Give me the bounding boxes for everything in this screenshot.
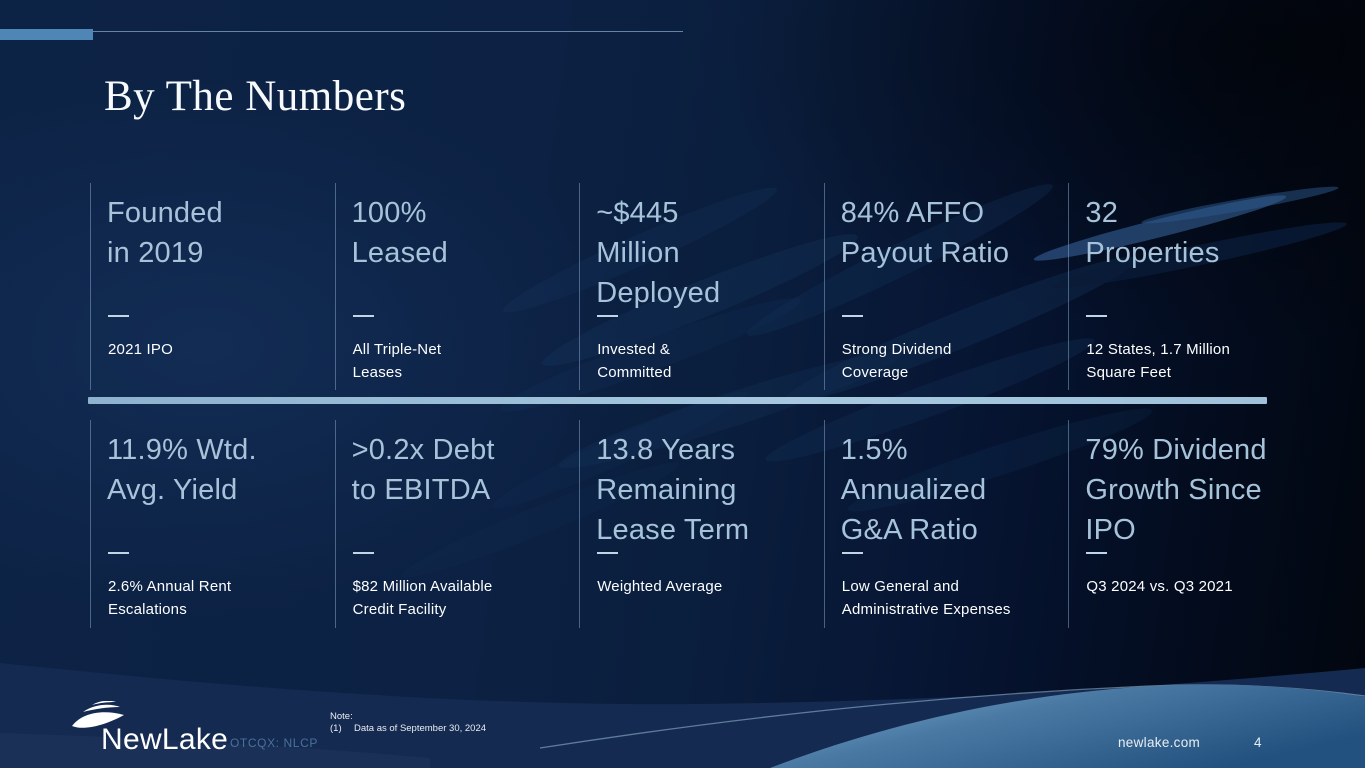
stat-leased: 100% Leased All Triple-Net Leases bbox=[334, 183, 580, 390]
footnote: Note: (1) Data as of September 30, 2024 bbox=[330, 711, 486, 735]
newlake-wave-icon bbox=[72, 701, 124, 728]
stat-dash bbox=[352, 552, 374, 554]
footnote-text: Data as of September 30, 2024 bbox=[354, 723, 487, 734]
stat-sub-label: Low General and Administrative Expenses bbox=[841, 578, 1011, 618]
page-number: 4 bbox=[1254, 735, 1262, 750]
stat-dash bbox=[108, 552, 129, 554]
stat-heading: Founded in 2019 bbox=[107, 197, 223, 269]
stat-sub-label: Q3 2024 vs. Q3 2021 bbox=[1086, 578, 1233, 595]
stat-wtd-avg-yield: 11.9% Wtd. Avg. Yield 2.6% Annual Rent E… bbox=[90, 420, 335, 628]
website-label: newlake.com bbox=[1118, 735, 1201, 750]
stat-heading: 32 Properties bbox=[1085, 197, 1220, 269]
stat-deployed: ~$445 Million Deployed Invested & Commit… bbox=[579, 183, 824, 390]
middle-divider-bar bbox=[88, 397, 1267, 404]
stat-dash bbox=[841, 315, 863, 317]
stats-row-1: Founded in 2019 2021 IPO 100% Leased All… bbox=[90, 183, 1313, 390]
stat-dash bbox=[597, 552, 619, 554]
stat-heading: 79% Dividend Growth Since IPO bbox=[1085, 434, 1267, 546]
stat-ga-ratio: 1.5% Annualized G&A Ratio Low General an… bbox=[823, 420, 1069, 628]
ticker-label: OTCQX: NLCP bbox=[230, 736, 318, 750]
stat-sub-label: 2021 IPO bbox=[108, 341, 173, 358]
page-title: By The Numbers bbox=[104, 73, 407, 120]
stat-sub-label: Invested & Committed bbox=[597, 341, 672, 381]
stat-sub-label: $82 Million Available Credit Facility bbox=[352, 578, 493, 618]
stats-row-2: 11.9% Wtd. Avg. Yield 2.6% Annual Rent E… bbox=[90, 420, 1313, 628]
stat-dash bbox=[1086, 315, 1108, 317]
stat-dash bbox=[841, 552, 863, 554]
stat-dividend-growth: 79% Dividend Growth Since IPO Q3 2024 vs… bbox=[1068, 420, 1313, 628]
stat-debt-to-ebitda: >0.2x Debt to EBITDA $82 Million Availab… bbox=[334, 420, 580, 628]
stat-affo-payout: 84% AFFO Payout Ratio Strong Dividend Co… bbox=[823, 183, 1069, 390]
footnote-ref: (1) bbox=[330, 723, 342, 734]
stat-sub-label: Strong Dividend Coverage bbox=[841, 341, 952, 381]
stat-heading: ~$445 Million Deployed bbox=[596, 197, 721, 309]
stat-properties: 32 Properties 12 States, 1.7 Million Squ… bbox=[1068, 183, 1313, 390]
stat-heading: 84% AFFO Payout Ratio bbox=[840, 197, 1010, 269]
stat-lease-term: 13.8 Years Remaining Lease Term Weighted… bbox=[579, 420, 824, 628]
stat-dash bbox=[597, 315, 619, 317]
stat-dash bbox=[352, 315, 374, 317]
stat-sub-label: 2.6% Annual Rent Escalations bbox=[108, 578, 232, 618]
stat-sub-label: All Triple-Net Leases bbox=[352, 341, 442, 381]
newlake-logo-wordmark: NewLake bbox=[101, 723, 229, 756]
stat-sub-label: Weighted Average bbox=[597, 578, 723, 595]
top-accent-bar bbox=[0, 29, 93, 40]
top-rule-line bbox=[0, 31, 683, 32]
stat-heading: >0.2x Debt to EBITDA bbox=[351, 434, 495, 506]
stat-dash bbox=[108, 315, 129, 317]
stat-sub-label: 12 States, 1.7 Million Square Feet bbox=[1086, 341, 1231, 381]
footnote-label: Note: bbox=[330, 711, 353, 722]
stat-heading: 13.8 Years Remaining Lease Term bbox=[596, 434, 750, 546]
stat-founded: Founded in 2019 2021 IPO bbox=[90, 183, 335, 390]
stat-heading: 100% Leased bbox=[351, 197, 448, 269]
stat-heading: 11.9% Wtd. Avg. Yield bbox=[107, 434, 257, 506]
stat-dash bbox=[1086, 552, 1108, 554]
stat-heading: 1.5% Annualized G&A Ratio bbox=[840, 434, 987, 546]
